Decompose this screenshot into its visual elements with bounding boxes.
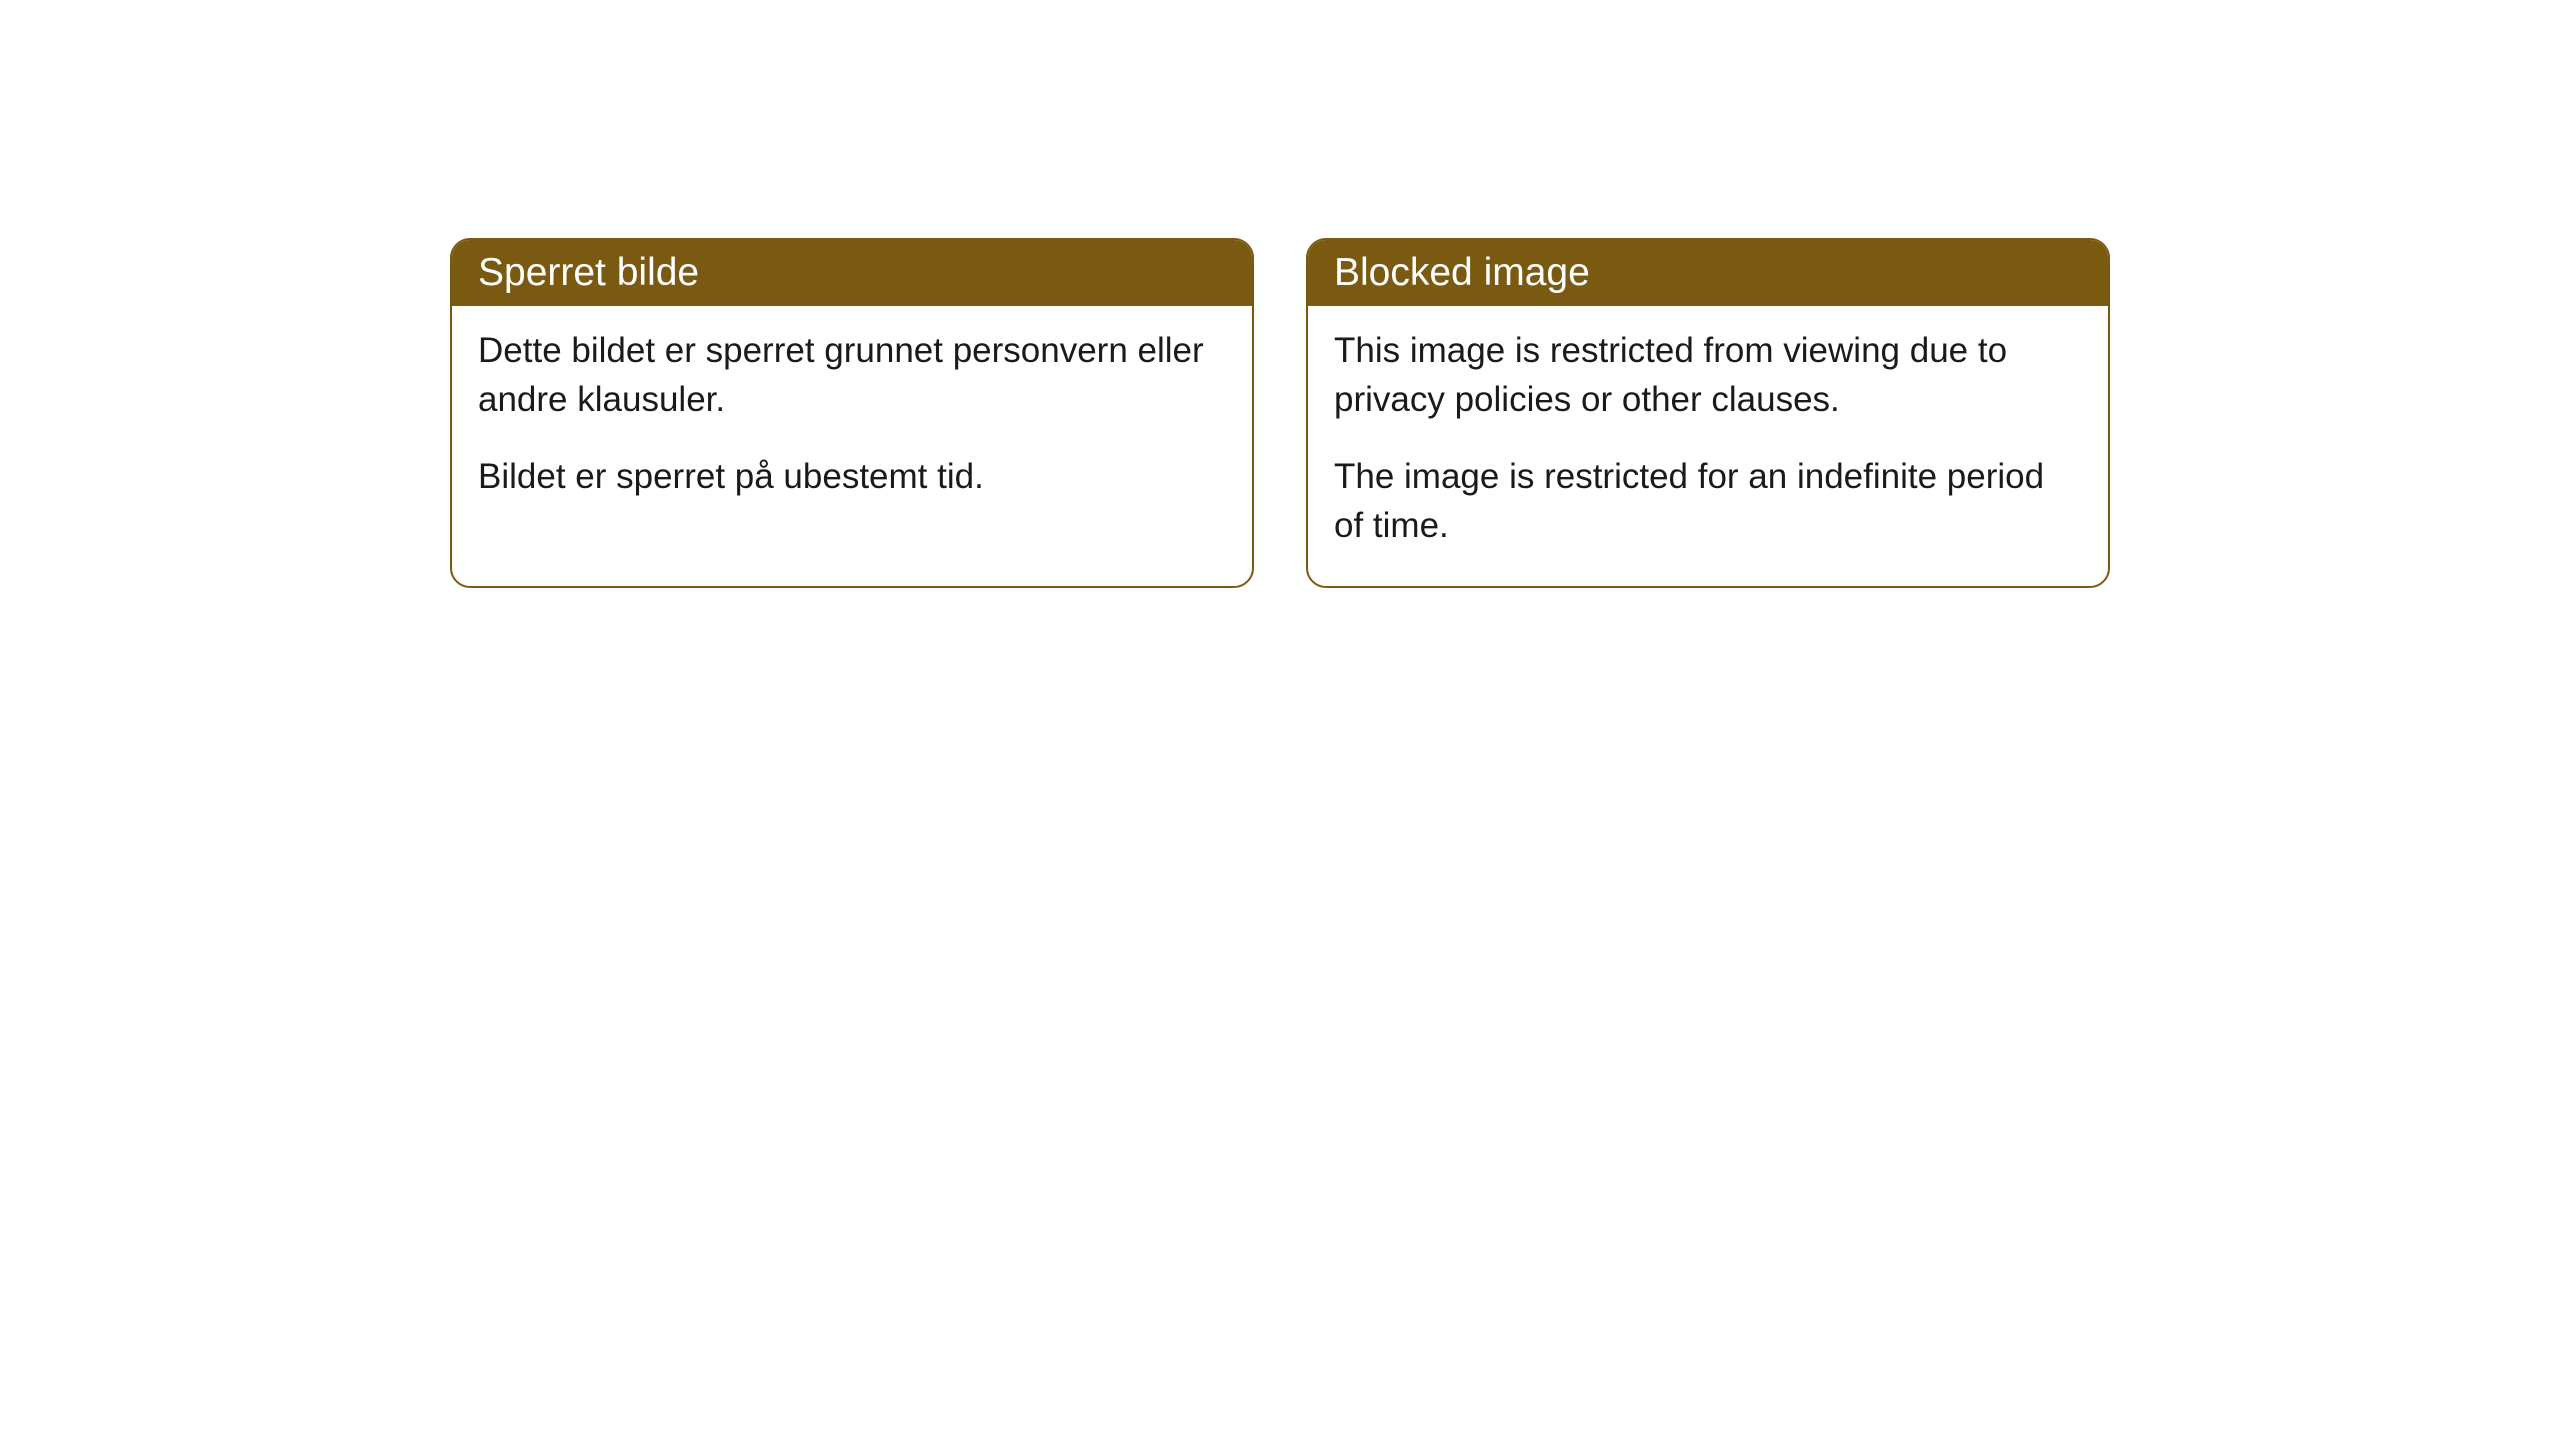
card-title: Blocked image [1334,251,1590,294]
card-paragraph: Dette bildet er sperret grunnet personve… [478,326,1226,424]
card-header: Sperret bilde [452,240,1252,306]
notice-card-norwegian: Sperret bilde Dette bildet er sperret gr… [450,238,1254,588]
card-title: Sperret bilde [478,251,699,294]
card-header: Blocked image [1308,240,2108,306]
card-paragraph: This image is restricted from viewing du… [1334,326,2082,424]
card-body: This image is restricted from viewing du… [1308,306,2108,586]
card-body: Dette bildet er sperret grunnet personve… [452,306,1252,537]
notice-cards-container: Sperret bilde Dette bildet er sperret gr… [450,238,2110,588]
notice-card-english: Blocked image This image is restricted f… [1306,238,2110,588]
card-paragraph: Bildet er sperret på ubestemt tid. [478,452,1226,501]
card-paragraph: The image is restricted for an indefinit… [1334,452,2082,550]
